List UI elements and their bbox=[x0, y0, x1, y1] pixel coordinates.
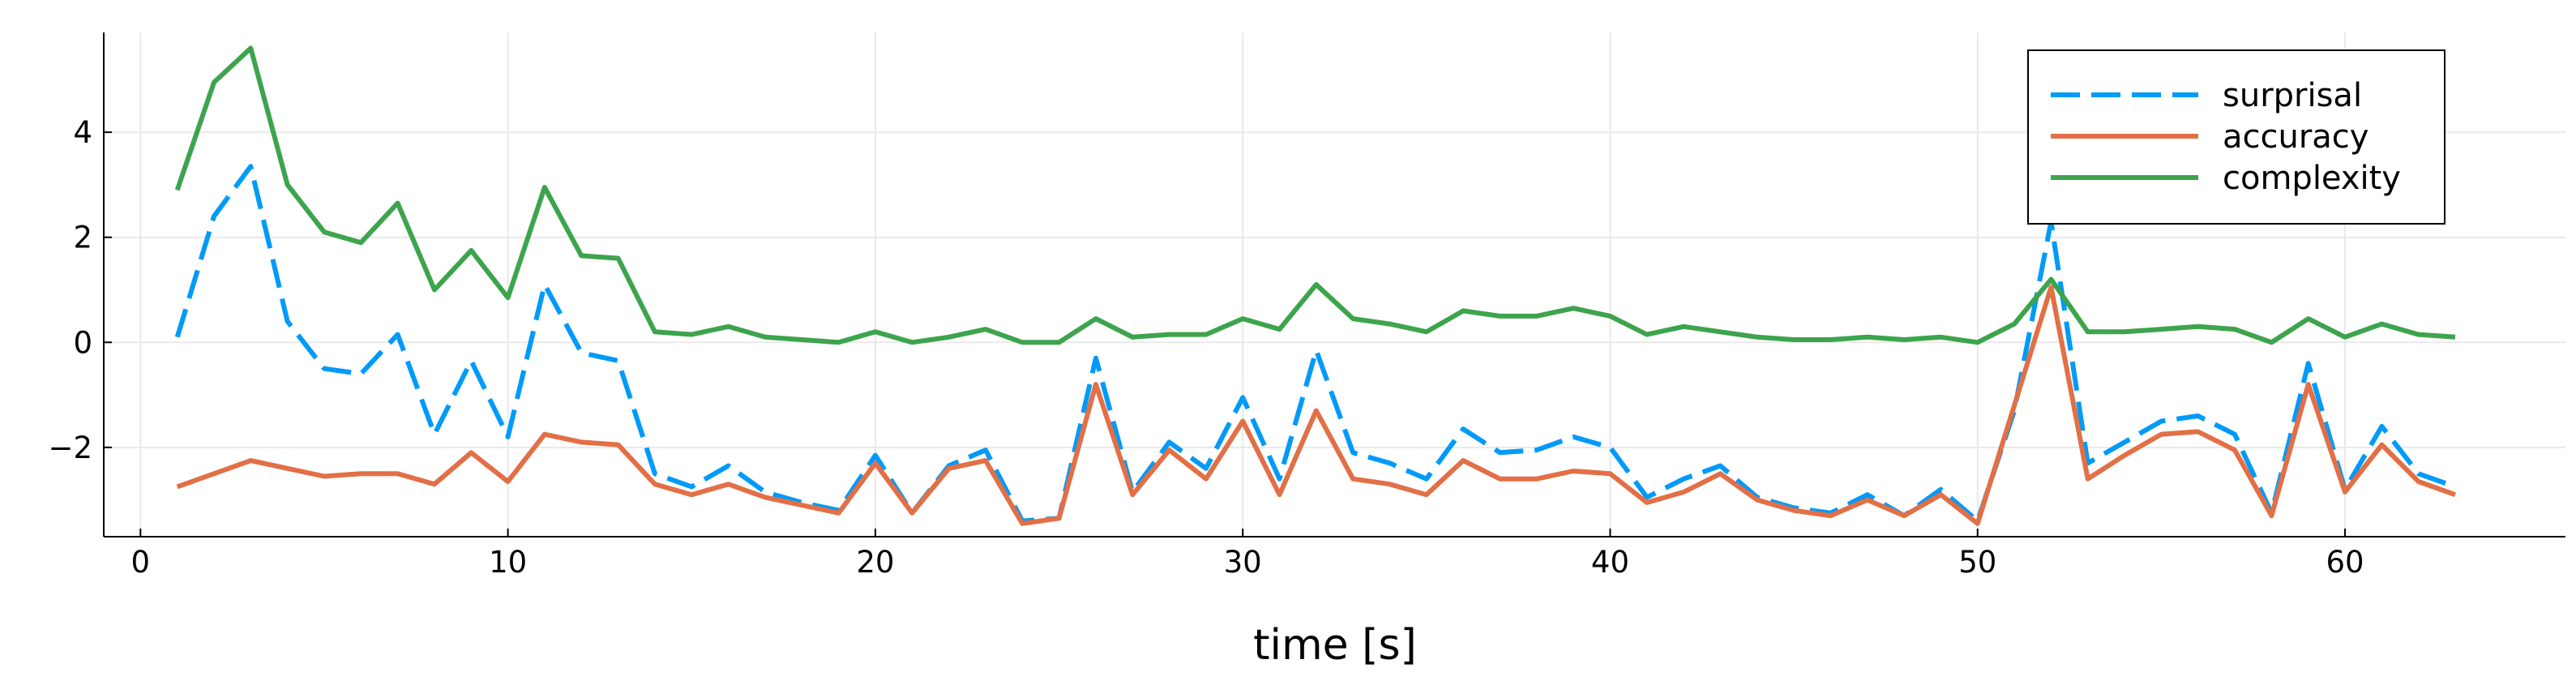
x-tick-label: 30 bbox=[1224, 545, 1262, 580]
legend-label-surprisal: surprisal bbox=[2223, 77, 2362, 114]
x-tick-label: 0 bbox=[131, 545, 151, 580]
x-tick-label: 50 bbox=[1958, 545, 1996, 580]
ticks: 0 10 20 30 40 50 60 −2 0 2 4 bbox=[48, 115, 2364, 580]
series-line-accuracy bbox=[176, 285, 2457, 526]
legend: surprisal accuracy complexity bbox=[2027, 49, 2445, 225]
y-tick-label: 4 bbox=[73, 115, 92, 150]
legend-label-complexity: complexity bbox=[2223, 160, 2401, 197]
x-axis-title: time [s] bbox=[1253, 621, 1417, 670]
axes bbox=[103, 32, 2565, 538]
y-tick-label: 0 bbox=[73, 325, 92, 360]
y-tick-label: −2 bbox=[48, 430, 92, 465]
x-tick-label: 40 bbox=[1591, 545, 1629, 580]
x-tick-label: 60 bbox=[2326, 545, 2364, 580]
series-line-surprisal bbox=[174, 164, 2457, 524]
x-tick-label: 10 bbox=[489, 545, 527, 580]
series bbox=[174, 45, 2457, 526]
legend-label-accuracy: accuracy bbox=[2223, 118, 2368, 156]
y-tick-label: 2 bbox=[73, 221, 92, 255]
series-line-complexity bbox=[174, 45, 2456, 345]
x-tick-label: 20 bbox=[856, 545, 894, 580]
